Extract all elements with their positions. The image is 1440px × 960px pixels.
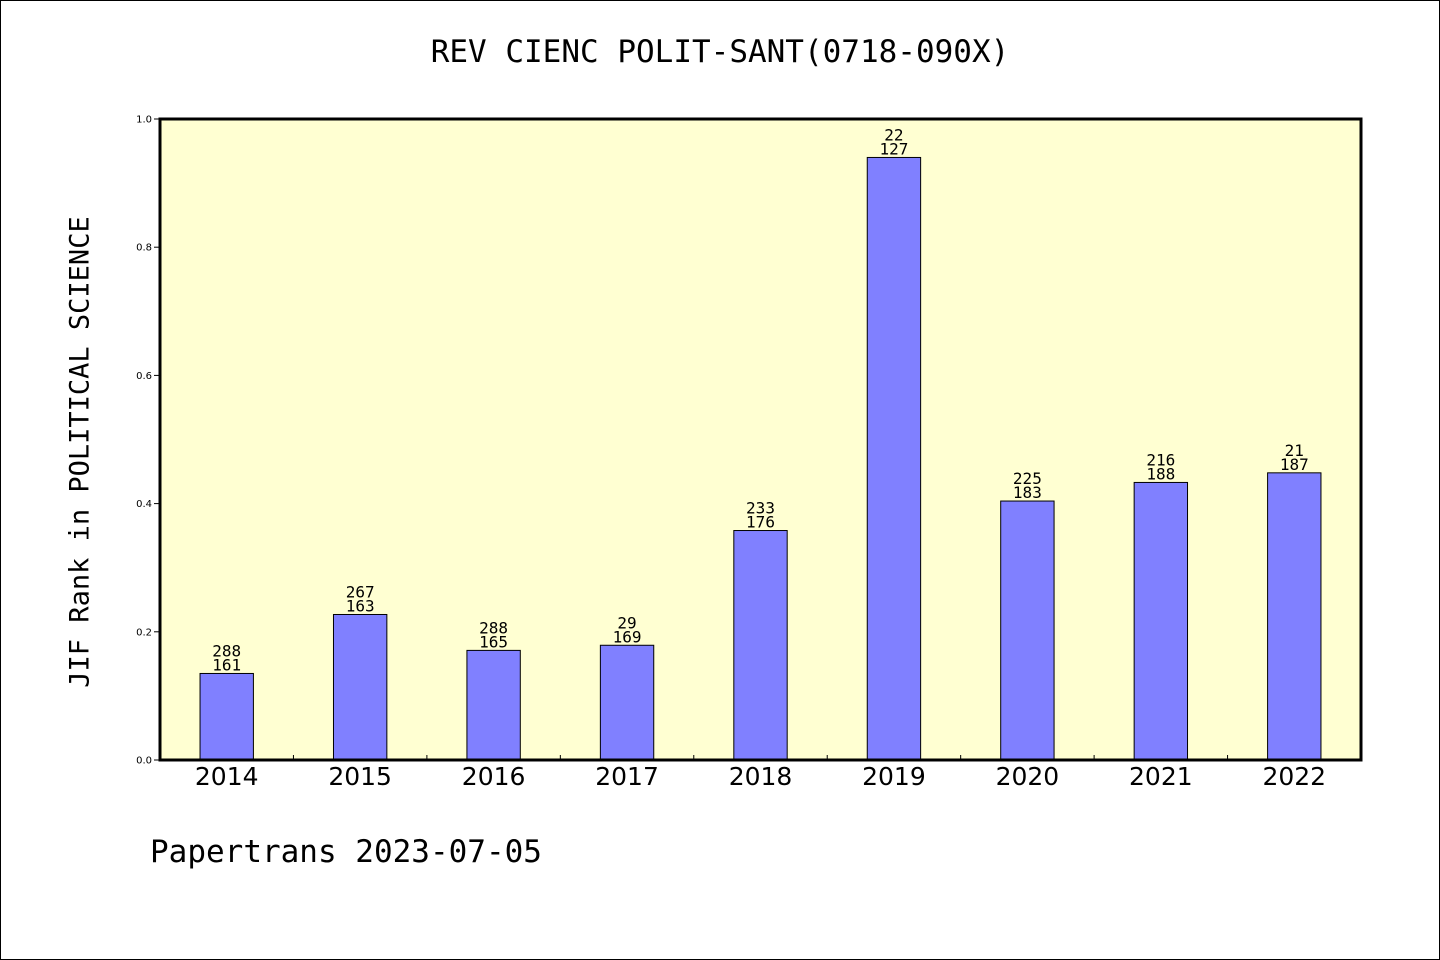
x-tick-label: 2020	[996, 762, 1060, 791]
bar-label-top: 216	[1146, 450, 1175, 469]
x-tick-label: 2015	[328, 762, 392, 791]
bar-label-bottom: 127	[879, 139, 908, 158]
x-tick-label: 2014	[195, 762, 259, 791]
bar	[199, 672, 254, 761]
y-tick-label: 0.2	[136, 627, 152, 638]
bar-label-top: 288	[212, 641, 241, 660]
bar-data-labels: 2881612671632881652916923317622127225183…	[212, 125, 1308, 674]
chart-title: REV CIENC POLIT-SANT(0718-090X)	[430, 34, 1010, 70]
bar-label-top: 21	[1285, 441, 1304, 460]
bar	[466, 649, 521, 761]
y-tick-label: 0.6	[136, 371, 152, 382]
bar	[1267, 472, 1322, 761]
y-axis: 0.0 0.2 0.4 0.6 0.8 1.0	[136, 115, 160, 767]
x-axis: 2014 2015 2016 2017 2018 2019 2020 2021 2022	[195, 755, 1326, 791]
bar-label-top: 29	[617, 613, 636, 632]
bar-label-bottom: 165	[479, 632, 508, 651]
bar	[866, 156, 922, 761]
bar-label-bottom: 176	[746, 513, 775, 532]
x-tick-label: 2022	[1262, 762, 1326, 791]
y-tick-label: 0.8	[136, 243, 152, 254]
bar-label-top: 225	[1013, 469, 1042, 488]
bar-label-top: 233	[746, 499, 775, 518]
bar	[599, 644, 655, 761]
y-tick-label: 0.0	[136, 756, 152, 767]
x-tick-label: 2016	[462, 762, 526, 791]
bar-label-top: 22	[884, 125, 903, 144]
bar-label-bottom: 163	[346, 596, 375, 615]
bar-label-bottom: 187	[1280, 455, 1309, 474]
bar-label-top: 288	[479, 618, 508, 637]
bar-label-bottom: 169	[613, 627, 642, 646]
bar	[1000, 500, 1055, 761]
bar-label-bottom: 188	[1146, 464, 1175, 483]
y-tick-label: 1.0	[136, 115, 152, 126]
bar-label-top: 267	[346, 582, 375, 601]
bar-label-bottom: 183	[1013, 483, 1042, 502]
bar	[1133, 481, 1189, 761]
x-tick-label: 2019	[862, 762, 926, 791]
bar	[733, 530, 788, 761]
bar-series	[199, 156, 1322, 761]
bar	[332, 613, 388, 761]
plot-border	[158, 117, 1363, 762]
bar-label-bottom: 161	[212, 655, 241, 674]
footer-credit: Papertrans 2023-07-05	[150, 834, 542, 870]
y-tick-label: 0.4	[136, 499, 152, 510]
x-tick-label: 2017	[595, 762, 659, 791]
x-tick-label: 2018	[729, 762, 793, 791]
x-tick-label: 2021	[1129, 762, 1193, 791]
